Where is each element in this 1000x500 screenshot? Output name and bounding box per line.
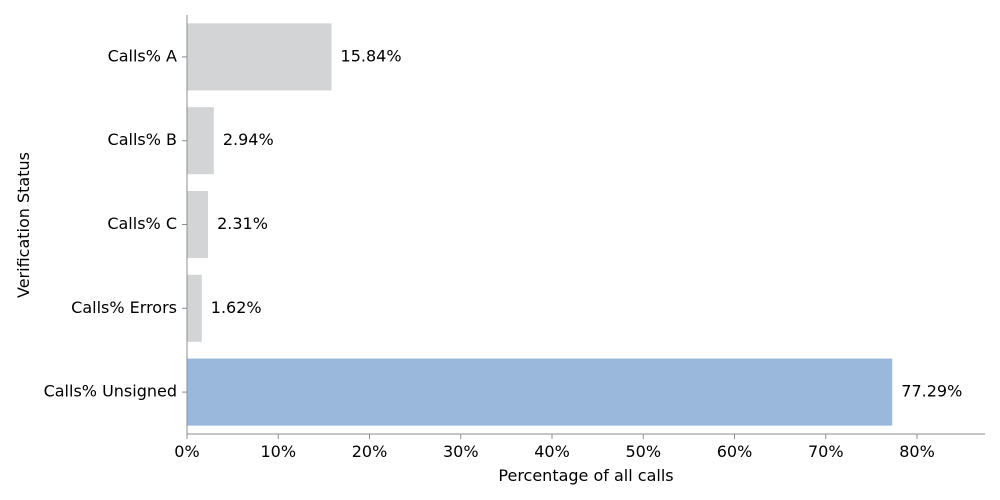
x-tick-label-40: 40% (534, 442, 570, 461)
bar-calls-a (187, 23, 332, 91)
data-labels-group: 15.84% 2.94% 2.31% 1.62% 77.29% (211, 46, 963, 400)
x-tick-label-70: 70% (808, 442, 844, 461)
data-label-calls-errors: 1.62% (211, 298, 262, 317)
bar-calls-errors (187, 274, 202, 342)
data-label-calls-a: 15.84% (341, 46, 402, 65)
x-axis: 0% 10% 20% 30% 40% 50% 60% 70% 80% (174, 433, 985, 461)
x-tick-label-80: 80% (899, 442, 935, 461)
x-tick-label-0: 0% (174, 442, 199, 461)
y-tick-label-calls-errors: Calls% Errors (71, 298, 177, 317)
x-axis-title: Percentage of all calls (498, 466, 673, 485)
bar-calls-b (187, 107, 214, 175)
x-tick-label-50: 50% (625, 442, 661, 461)
x-tick-label-20: 20% (352, 442, 388, 461)
x-tick-label-30: 30% (443, 442, 479, 461)
y-axis: Calls% A Calls% B Calls% C Calls% Errors Cal… (44, 15, 188, 434)
data-label-calls-b: 2.94% (223, 130, 274, 149)
y-tick-label-calls-c: Calls% C (107, 214, 177, 233)
bars-group (187, 23, 893, 426)
y-tick-label-calls-unsigned: Calls% Unsigned (44, 382, 177, 401)
y-tick-label-calls-a: Calls% A (108, 46, 177, 65)
bar-calls-unsigned (187, 358, 893, 426)
bar-calls-c (187, 190, 209, 259)
x-tick-label-60: 60% (717, 442, 753, 461)
x-tick-label-10: 10% (260, 442, 296, 461)
data-label-calls-unsigned: 77.29% (901, 382, 962, 401)
y-axis-title: Verification Status (14, 152, 33, 298)
data-label-calls-c: 2.31% (217, 214, 268, 233)
y-tick-label-calls-b: Calls% B (108, 130, 177, 149)
